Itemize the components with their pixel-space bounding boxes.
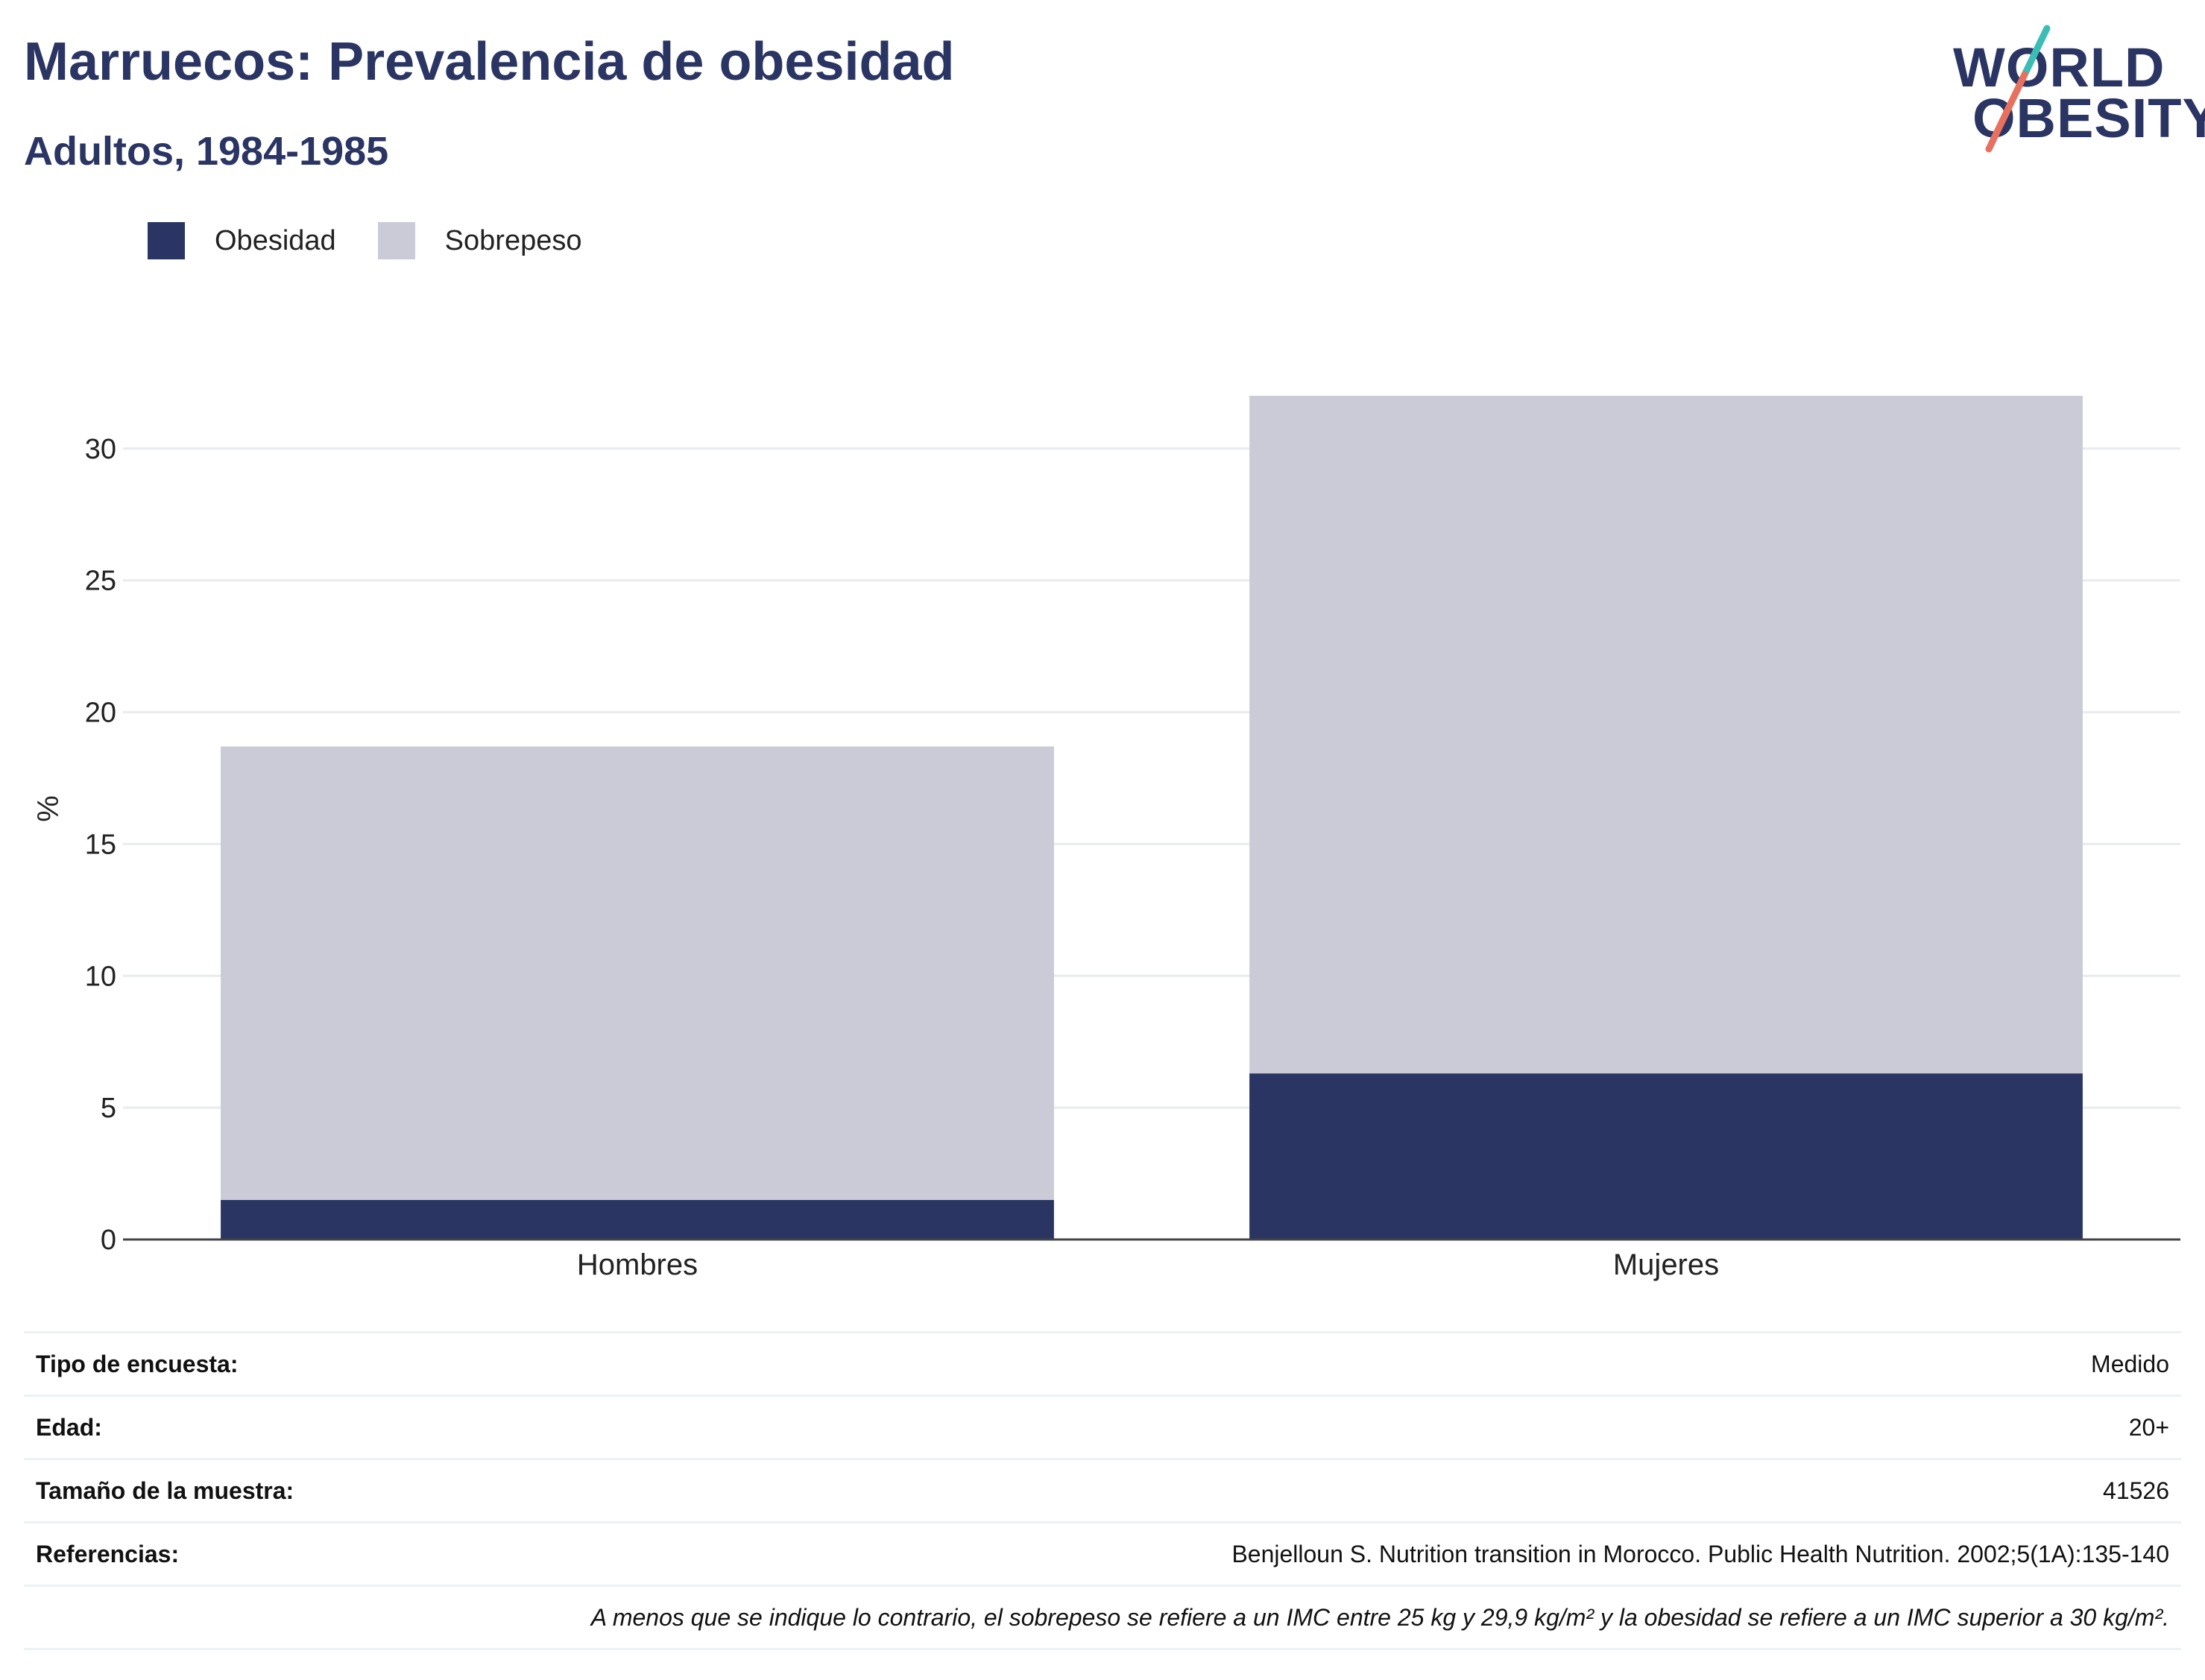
legend-item-obesity: Obesidad	[148, 222, 336, 259]
info-key: Tamaño de la muestra:	[24, 1458, 514, 1523]
info-value: Benjelloun S. Nutrition transition in Mo…	[513, 1521, 2181, 1586]
info-value: 41526	[513, 1458, 2181, 1523]
logo-slash-icon	[1985, 25, 2051, 153]
info-value: 20+	[513, 1395, 2181, 1459]
world-obesity-logo: WORLD OBESITY	[1938, 21, 2205, 162]
x-tick-label: Mujeres	[1613, 1248, 1719, 1281]
info-key: Tipo de encuesta:	[24, 1331, 514, 1396]
y-tick-label: 10	[85, 961, 116, 992]
legend-label-overweight: Sobrepeso	[444, 224, 582, 256]
legend-item-overweight: Sobrepeso	[377, 222, 582, 259]
legend-label-obesity: Obesidad	[215, 224, 336, 256]
info-row-survey-type: Tipo de encuesta: Medido	[24, 1331, 2181, 1396]
y-tick-label: 0	[101, 1225, 116, 1256]
y-axis-label: %	[32, 795, 65, 822]
bar-obesity	[221, 1199, 1054, 1240]
info-row-note: A menos que se indique lo contrario, el …	[24, 1585, 2181, 1650]
info-row-age: Edad: 20+	[24, 1395, 2181, 1459]
y-tick-label: 25	[85, 566, 116, 597]
info-value: Medido	[513, 1331, 2181, 1396]
y-tick-label: 15	[85, 829, 116, 860]
bar-overweight	[1249, 396, 2083, 1074]
logo-line-1: WORLD	[1953, 37, 2165, 98]
bar-obesity	[1249, 1073, 2083, 1240]
y-tick-label: 30	[85, 434, 116, 465]
y-tick-label: 20	[85, 698, 116, 729]
info-key: Edad:	[24, 1395, 514, 1459]
survey-info-table: Tipo de encuesta: Medido Edad: 20+ Tamañ…	[24, 1331, 2181, 1650]
chart-subtitle: Adultos, 1984-1985	[24, 129, 389, 174]
info-row-sample-size: Tamaño de la muestra: 41526	[24, 1458, 2181, 1523]
info-row-references: Referencias: Benjelloun S. Nutrition tra…	[24, 1521, 2181, 1586]
info-key: Referencias:	[24, 1521, 514, 1586]
legend-swatch-obesity	[148, 222, 185, 259]
y-tick-label: 5	[101, 1093, 116, 1124]
chart-legend: Obesidad Sobrepeso	[148, 222, 623, 259]
legend-swatch-overweight	[377, 222, 415, 259]
definition-note: A menos que se indique lo contrario, el …	[24, 1585, 2181, 1650]
bar-overweight	[221, 746, 1054, 1200]
chart-title: Marruecos: Prevalencia de obesidad	[24, 32, 955, 92]
bar-chart: 0 5 10 15 20 25 30% Hombres Mujeres	[32, 396, 2180, 1281]
x-tick-label: Hombres	[577, 1248, 698, 1281]
